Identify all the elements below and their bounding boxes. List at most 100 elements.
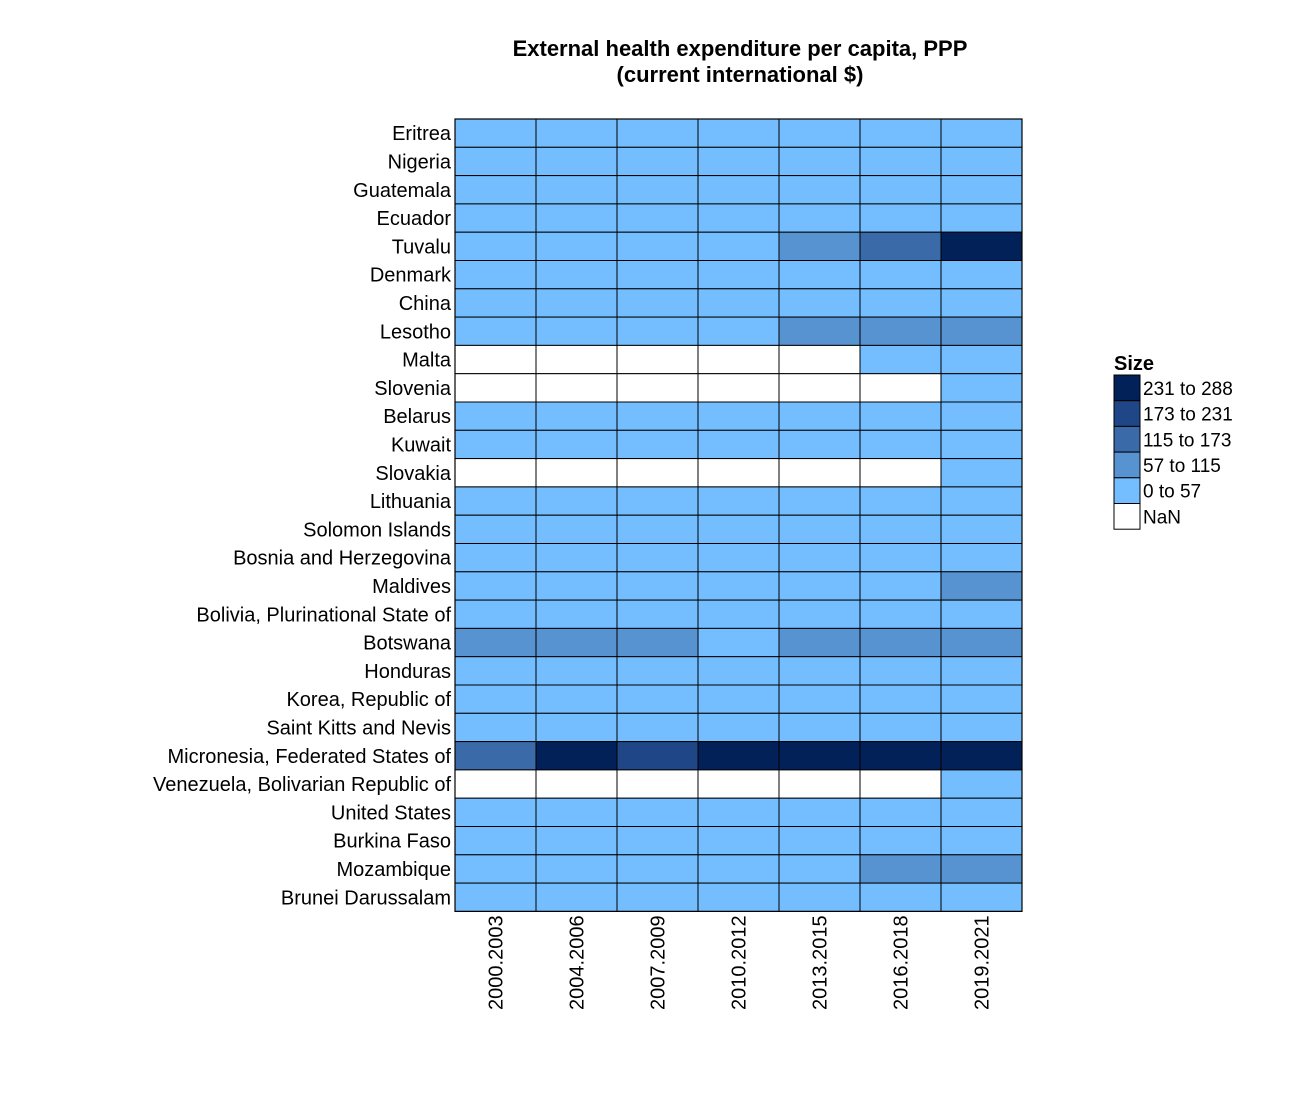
heatmap-cell <box>454 599 537 629</box>
heatmap-cell <box>859 571 942 601</box>
heatmap-cell <box>859 656 942 686</box>
row-label: China <box>399 293 452 315</box>
chart-title-line-1: External health expenditure per capita, … <box>513 36 968 61</box>
heatmap-cell <box>535 429 618 460</box>
heatmap-cell <box>697 231 780 261</box>
heatmap-cell <box>859 401 942 431</box>
heatmap-cell <box>535 401 618 431</box>
heatmap-cell <box>535 316 618 346</box>
heatmap-cell <box>697 769 780 799</box>
heatmap-cell <box>940 656 1023 686</box>
heatmap-cell <box>859 231 942 261</box>
heatmap-cell <box>697 344 780 375</box>
heatmap-cell <box>940 288 1023 318</box>
heatmap-cell <box>535 599 618 629</box>
heatmap-cell <box>535 656 618 686</box>
heatmap-cell <box>859 458 942 488</box>
heatmap-cell <box>616 175 699 205</box>
heatmap-cell <box>778 741 861 771</box>
heatmap-cell <box>778 486 861 516</box>
heatmap-cell <box>859 344 942 375</box>
heatmap-cell <box>535 797 618 828</box>
column-label: 2004.2006 <box>567 915 589 1010</box>
heatmap-cell <box>697 458 780 488</box>
heatmap-cell <box>778 543 861 573</box>
heatmap-cell <box>454 316 537 346</box>
heatmap-cell <box>697 288 780 318</box>
heatmap-cell <box>616 118 699 148</box>
heatmap-cell <box>940 231 1023 261</box>
heatmap-cell <box>778 514 861 545</box>
heatmap-cell <box>778 373 861 403</box>
row-label: Mozambique <box>336 859 451 881</box>
heatmap-cell <box>697 684 780 714</box>
legend-swatch <box>1113 477 1141 504</box>
column-label: 2013.2015 <box>810 915 832 1010</box>
heatmap-cell <box>859 543 942 573</box>
heatmap-cell <box>859 599 942 629</box>
heatmap-cell <box>454 854 537 884</box>
heatmap-cell <box>859 486 942 516</box>
heatmap-cell <box>616 656 699 686</box>
heatmap-cell <box>778 571 861 601</box>
heatmap-cell <box>778 854 861 884</box>
heatmap-cell <box>859 627 942 658</box>
legend-title: Size <box>1114 353 1154 375</box>
heatmap-cell <box>535 175 618 205</box>
heatmap-cell <box>940 599 1023 629</box>
heatmap-cell <box>697 514 780 545</box>
heatmap-cell <box>616 401 699 431</box>
heatmap-cell <box>940 203 1023 233</box>
heatmap-cell <box>535 882 618 912</box>
heatmap-cell <box>616 373 699 403</box>
heatmap-cell <box>454 543 537 573</box>
heatmap-cell <box>535 684 618 714</box>
heatmap-cell <box>859 769 942 799</box>
heatmap-cell <box>616 712 699 743</box>
heatmap-cell <box>697 486 780 516</box>
heatmap-cell <box>454 571 537 601</box>
row-label: Saint Kitts and Nevis <box>266 717 451 739</box>
heatmap-cell <box>697 826 780 856</box>
heatmap-cell <box>697 656 780 686</box>
heatmap-cell <box>859 712 942 743</box>
heatmap-cell <box>616 288 699 318</box>
heatmap-cell <box>940 826 1023 856</box>
heatmap-cell <box>616 146 699 177</box>
heatmap-cell <box>454 344 537 375</box>
heatmap-cell <box>859 203 942 233</box>
heatmap-cell <box>697 627 780 658</box>
heatmap-cell <box>940 797 1023 828</box>
heatmap-cell <box>454 486 537 516</box>
column-label: 2010.2012 <box>729 915 751 1010</box>
heatmap-cell <box>616 543 699 573</box>
heatmap-cell <box>535 288 618 318</box>
heatmap-cell <box>859 146 942 177</box>
heatmap-cell <box>616 571 699 601</box>
legend-label: 173 to 231 <box>1143 405 1233 426</box>
row-label: Eritrea <box>392 123 452 145</box>
heatmap-cell <box>454 627 537 658</box>
heatmap-cell <box>778 203 861 233</box>
heatmap-cell <box>940 401 1023 431</box>
heatmap-cell <box>778 344 861 375</box>
heatmap-cell <box>859 854 942 884</box>
heatmap-cell <box>454 146 537 177</box>
heatmap-cell <box>616 826 699 856</box>
heatmap-cell <box>778 599 861 629</box>
heatmap-cell <box>535 486 618 516</box>
heatmap-cell <box>697 203 780 233</box>
heatmap-cell <box>454 118 537 148</box>
heatmap-cell <box>454 769 537 799</box>
heatmap-cell <box>940 175 1023 205</box>
heatmap-cell <box>940 741 1023 771</box>
heatmap-cell <box>778 118 861 148</box>
row-label: Slovenia <box>374 378 452 400</box>
row-label: Honduras <box>364 661 451 683</box>
heatmap-cell <box>778 429 861 460</box>
row-label: Lesotho <box>380 321 451 343</box>
legend-swatch <box>1113 374 1141 402</box>
heatmap-cell <box>616 882 699 912</box>
heatmap-cell <box>616 741 699 771</box>
heatmap-cell <box>454 260 537 290</box>
